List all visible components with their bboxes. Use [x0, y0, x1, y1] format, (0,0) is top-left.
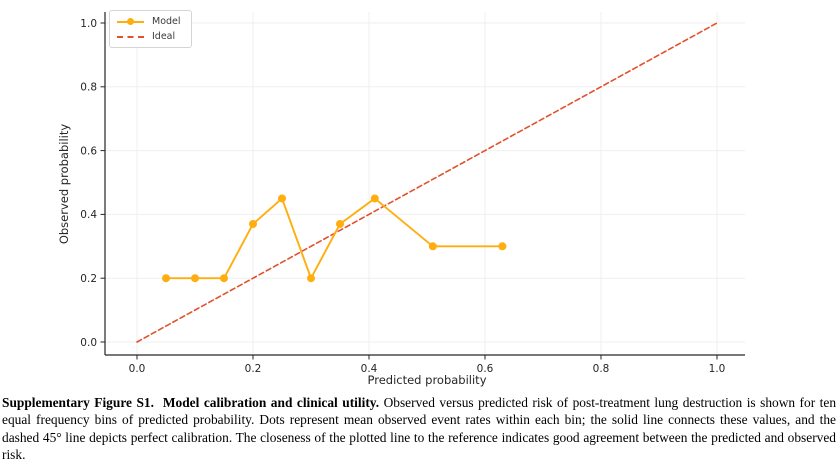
y-tick-label: 0.8 — [80, 82, 97, 94]
model-marker-icon — [127, 18, 134, 25]
caption-body: Observed versus predicted risk of post-t… — [2, 395, 837, 462]
model-data-point — [307, 274, 315, 283]
x-tick-label: 0.8 — [593, 363, 610, 375]
y-tick-label: 1.0 — [80, 18, 97, 30]
model-data-point — [162, 274, 170, 283]
ideal-line — [136, 22, 718, 343]
x-axis-label: Predicted probability — [368, 373, 487, 387]
x-tick-label: 0.2 — [245, 363, 262, 375]
model-data-point — [428, 242, 437, 251]
model-data-point — [498, 242, 507, 251]
y-tick-label: 0.2 — [80, 273, 97, 285]
x-tick-label: 0.0 — [129, 363, 146, 375]
model-data-point — [370, 194, 379, 203]
x-tick-label: 0.4 — [361, 363, 378, 375]
legend: Model Ideal — [109, 10, 192, 48]
ideal-line-sample — [117, 32, 144, 41]
legend-label-ideal: Ideal — [152, 31, 176, 42]
y-axis-label: Observed probability — [57, 124, 71, 245]
model-data-point — [220, 274, 228, 283]
model-data-point — [191, 274, 199, 283]
ideal-dashed-line-icon — [117, 35, 144, 38]
legend-item-model: Model — [117, 16, 181, 27]
y-tick-label: 0.0 — [80, 337, 97, 349]
y-tick-label: 0.4 — [80, 209, 97, 221]
model-data-point — [336, 219, 344, 228]
calibration-chart: Predicted probability Observed probabili… — [57, 12, 745, 387]
calibration-figure: Predicted probability Observed probabili… — [57, 10, 745, 387]
model-data-point — [249, 219, 257, 228]
model-line — [165, 197, 504, 280]
caption-lead: Supplementary Figure S1. Model calibrati… — [2, 395, 380, 410]
legend-item-ideal: Ideal — [117, 31, 181, 42]
y-tick-label: 0.6 — [80, 145, 97, 157]
figure-caption: Supplementary Figure S1. Model calibrati… — [0, 390, 839, 463]
x-tick-label: 1.0 — [709, 363, 726, 375]
model-data-point — [278, 194, 286, 203]
model-line-sample — [117, 17, 144, 26]
x-tick-label: 0.6 — [477, 363, 494, 375]
legend-label-model: Model — [152, 16, 181, 27]
